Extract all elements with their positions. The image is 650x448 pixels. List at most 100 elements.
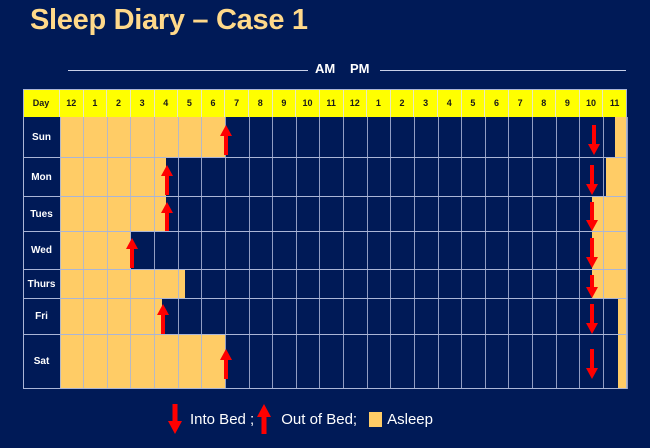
header-hour: 11 [603,89,627,117]
grid-vline [437,117,439,389]
header-hour: 9 [556,89,580,117]
header-hour: 5 [178,89,202,117]
legend-into-bed: Into Bed ; [190,410,255,428]
grid-vline [508,117,510,389]
grid-vline [272,117,274,389]
legend: Into Bed ; Out of Bed; Asleep [168,404,433,434]
header-hour: 1 [367,89,391,117]
header-hour: 8 [249,89,273,117]
grid-hline [23,388,627,389]
header-hour: 3 [414,89,438,117]
asleep-block [60,270,186,299]
header-hour: 4 [438,89,462,117]
grid-hline [23,196,627,197]
grid-vline [555,117,557,389]
header-hour: 6 [202,89,226,117]
grid-vline [177,117,179,389]
grid-vline [106,117,108,389]
arrow-down-icon [168,404,182,434]
legend-out-of-bed: Out of Bed; [281,410,358,428]
pm-line [380,70,626,71]
asleep-block [617,335,627,389]
day-label: Sat [23,335,60,389]
day-label: Tues [23,197,60,232]
day-label: Sun [23,117,60,158]
header-hour: 6 [485,89,509,117]
grid-hline [23,231,627,232]
grid-vline [248,117,250,389]
header-hour: 7 [225,89,249,117]
asleep-block [60,197,167,232]
header-hour: 1 [84,89,108,117]
out-of-bed-arrow-icon [220,349,233,379]
grid-vline [201,117,203,389]
asleep-block [591,197,627,232]
asleep-block [60,232,131,270]
grid-vline [224,117,226,389]
am-line [68,70,308,71]
header-hour: 12 [344,89,368,117]
slide-title: Sleep Diary – Case 1 [30,4,308,36]
sleep-diary-grid: Day 12 1 2 3 4 5 6 7 8 9 10 11 12 1 2 3 4 5 6 7 8 9 10 11 Sun Mon… [23,89,628,389]
into-bed-arrow-icon [585,275,598,298]
grid-vline [343,117,344,389]
grid-vline [413,117,415,389]
grid-hline [23,269,627,270]
pm-label: PM [350,61,370,76]
arrow-up-icon [257,404,272,434]
header-hour: 2 [391,89,415,117]
header-hour: 10 [296,89,320,117]
asleep-swatch [369,411,383,427]
day-label: Fri [23,299,60,335]
header-hour: 3 [131,89,155,117]
into-bed-arrow-icon [587,124,600,155]
into-bed-arrow-icon [585,238,598,268]
header-hour: 7 [509,89,533,117]
grid-vline [626,117,628,389]
asleep-block [60,117,226,158]
hour-header-row: Day 12 1 2 3 4 5 6 7 8 9 10 11 12 1 2 3 4 5 6 7 8 9 10 11 [23,89,627,117]
grid-vline [366,117,368,389]
day-label: Mon [23,158,60,197]
grid-vline [532,117,533,389]
grid-vline [579,117,581,389]
out-of-bed-arrow-icon [220,124,233,155]
header-hour: 5 [462,89,486,117]
into-bed-arrow-icon [585,164,598,195]
am-label: AM [315,61,336,76]
into-bed-arrow-icon [585,349,598,379]
asleep-block [591,270,627,299]
header-hour: 8 [533,89,557,117]
header-hour: 4 [155,89,179,117]
asleep-block [605,158,627,197]
asleep-block [60,158,167,197]
day-label: Wed [23,232,60,270]
asleep-block [60,335,226,389]
out-of-bed-arrow-icon [161,202,174,231]
out-of-bed-arrow-icon [156,304,169,334]
into-bed-arrow-icon [585,304,598,334]
header-hour: 12 [60,89,84,117]
grid-hline [23,157,627,158]
grid-vline [83,117,85,389]
grid-vline [461,117,463,389]
asleep-block [60,299,162,335]
grid-vline [602,117,604,389]
grid-hline [23,298,627,299]
grid-vline [59,117,61,389]
header-hour: 9 [273,89,297,117]
grid-vline [295,117,297,389]
out-of-bed-arrow-icon [125,238,138,268]
asleep-block [617,299,627,335]
out-of-bed-arrow-icon [161,164,174,195]
header-hour: 11 [320,89,344,117]
asleep-block [615,117,627,158]
asleep-block [591,232,627,270]
grid-vline [390,117,392,389]
header-hour: 2 [107,89,131,117]
header-day: Day [23,89,60,117]
day-label: Thurs [23,270,60,299]
grid-vline [154,117,155,389]
header-hour: 10 [580,89,604,117]
grid-hline [23,334,627,335]
